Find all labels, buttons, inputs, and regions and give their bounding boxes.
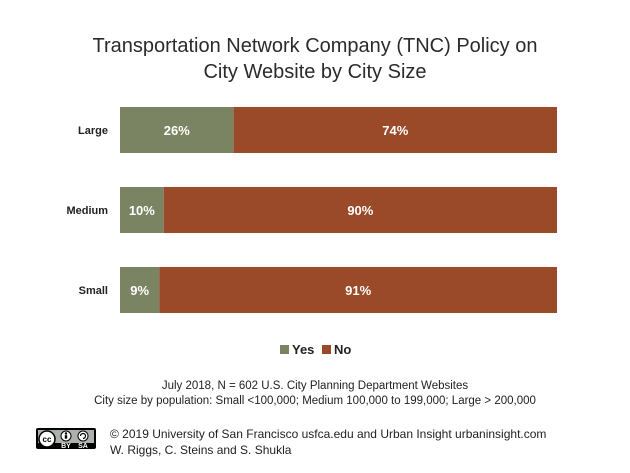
category-labels: Large Medium Small xyxy=(66,125,108,297)
svg-text:cc: cc xyxy=(43,435,52,444)
bar-label-medium-no: 90% xyxy=(347,203,373,218)
svg-text:BY: BY xyxy=(61,443,71,450)
bar-large-yes xyxy=(120,107,234,153)
note-line-1: July 2018, N = 602 U.S. City Planning De… xyxy=(162,380,469,392)
chart-title-line-1: Transportation Network Company (TNC) Pol… xyxy=(93,35,538,57)
credit-line-1: © 2019 University of San Francisco usfca… xyxy=(110,427,546,441)
bar-label-large-yes: 26% xyxy=(164,123,190,138)
legend-swatch-yes xyxy=(280,345,289,354)
category-label-medium: Medium xyxy=(66,205,108,217)
legend-label-no: No xyxy=(334,342,351,357)
bar-small-yes xyxy=(120,267,160,313)
bar-medium-no xyxy=(163,187,557,233)
svg-text:SA: SA xyxy=(78,443,88,450)
bar-label-medium-yes: 10% xyxy=(129,203,155,218)
credit-line-2: W. Riggs, C. Steins and S. Shukla xyxy=(110,443,292,457)
category-label-small: Small xyxy=(79,285,108,297)
bar-label-large-no: 74% xyxy=(382,123,408,138)
bar-medium-yes xyxy=(120,187,164,233)
bars-group: 26% 74% 10% 90% 9% 91% xyxy=(120,107,557,313)
creative-commons-by-sa-icon: cc BY SA xyxy=(36,428,96,450)
chart-title-line-2: City Website by City Size xyxy=(203,61,426,83)
bar-label-small-no: 91% xyxy=(345,283,371,298)
bar-small-no xyxy=(159,267,557,313)
bar-large-no xyxy=(233,107,557,153)
legend-label-yes: Yes xyxy=(292,342,314,357)
bar-label-small-yes: 9% xyxy=(130,283,149,298)
note-line-2: City size by population: Small <100,000;… xyxy=(94,395,536,407)
legend-swatch-no xyxy=(322,345,331,354)
legend: Yes No xyxy=(280,342,351,357)
category-label-large: Large xyxy=(78,125,108,137)
